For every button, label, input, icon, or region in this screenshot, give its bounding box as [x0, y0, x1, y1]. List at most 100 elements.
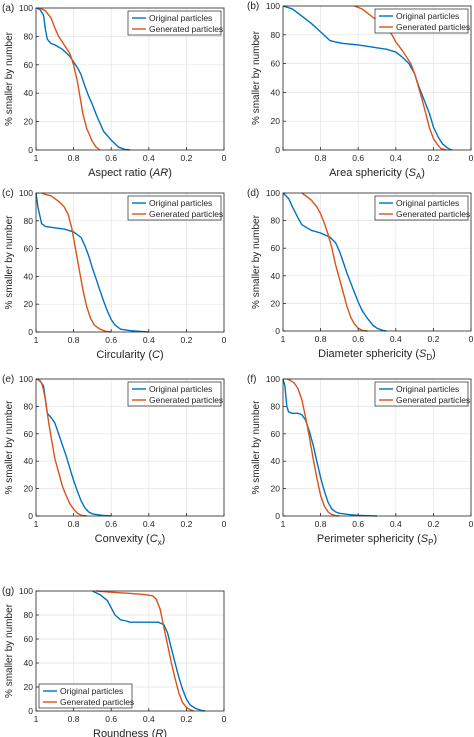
panel-g-x-tick-label: 0	[222, 714, 227, 724]
panel-g-y-tick-label: 40	[24, 658, 34, 668]
panel-d-series-generated-line	[301, 192, 368, 332]
panel-b-x-tick-label: 0.2	[427, 153, 439, 163]
panel-g-x-tick-label: 1	[34, 714, 39, 724]
panel-f-y-tick-label: 60	[271, 429, 281, 439]
panel-a-y-tick-label: 20	[24, 117, 34, 127]
panel-d-x-tick-label: 1	[281, 334, 286, 344]
panel-f-x-tick-label: 0.8	[315, 519, 327, 529]
panel-b-panel-letter: (b)	[247, 1, 259, 12]
panel-e-x-axis-label: Convexity (Cx)	[95, 533, 166, 547]
panel-c-axes-frame	[35, 192, 225, 333]
panel-g-axes-frame	[35, 590, 225, 712]
panel-f-legend-box	[374, 381, 469, 407]
panel-b-x-tick-label: 0.8	[315, 153, 327, 163]
panel-d-legend-box	[374, 195, 469, 221]
panel-g-legend-box	[38, 683, 133, 709]
panel-f-x-tick-label: 0	[469, 519, 474, 529]
panel-b-y-tick-label: 20	[271, 116, 281, 126]
panel-d-axes-frame	[282, 192, 472, 332]
panel-f-y-axis-label: % smaller by number	[251, 400, 262, 495]
panel-b-x-tick-label: 0.4	[390, 153, 402, 163]
panel-a-y-tick-label: 100	[19, 3, 33, 13]
panel-a-series-original-line	[35, 7, 131, 151]
panel-e-chart: 1 0.8 0.6 0.4 0.2 0 0 20 40 60 80 100 Convexity (Cx)…	[2, 374, 227, 547]
panel-a-x-tick-label: 1	[34, 153, 39, 163]
panel-b-x-tick-label: 0.6	[352, 153, 364, 163]
panel-d-legend-entry: Original particles	[396, 198, 459, 208]
panel-e-x-tick-label: 0.4	[143, 519, 155, 529]
panel-e-legend-box	[127, 381, 222, 407]
panel-f-y-tick-label: 100	[266, 374, 280, 384]
panel-e-legend-entry: Generated particles	[149, 395, 223, 405]
panel-c-x-tick-label: 0.8	[68, 335, 80, 345]
panel-c-panel-letter: (c)	[2, 188, 14, 199]
panel-c-x-tick-label: 0	[222, 335, 227, 345]
panel-f-panel-letter: (f)	[247, 374, 256, 385]
panel-c-series-original-line	[35, 192, 149, 333]
panel-c-y-tick-label: 20	[24, 299, 34, 309]
panel-a-y-tick-label: 0	[28, 145, 33, 155]
panel-e-y-axis-label: % smaller by number	[4, 400, 15, 495]
panel-b-series-generated-line	[354, 5, 447, 151]
panel-a-x-tick-label: 0.6	[105, 153, 117, 163]
panel-a-legend-entry: Original particles	[149, 13, 212, 23]
panel-b-series-original-line	[282, 5, 453, 151]
panel-g-y-tick-label: 20	[24, 682, 34, 692]
panel-b-x-tick-label: 0	[469, 153, 474, 163]
panel-a-chart: 1 0.8 0.6 0.4 0.2 0 0 20 40 60 80 100 Aspect ratio (…	[2, 3, 227, 179]
panel-d-y-tick-label: 0	[275, 326, 280, 336]
panel-c-y-tick-label: 100	[19, 188, 33, 198]
panel-e-legend-entry: Original particles	[149, 384, 212, 394]
panel-c-x-axis-label: Circularity (C)	[96, 349, 163, 361]
panel-e-x-tick-label: 0.2	[180, 519, 192, 529]
panel-c-series-generated-line	[41, 192, 112, 333]
panel-a-x-tick-label: 0.8	[68, 153, 80, 163]
panel-c-x-tick-label: 0.6	[105, 335, 117, 345]
panel-g-legend-entry: Generated particles	[60, 697, 134, 707]
panel-g-panel-letter: (g)	[2, 586, 14, 597]
panel-d-x-axis-label: Diameter sphericity (SD)	[318, 348, 436, 362]
panel-d-x-tick-label: 0.8	[315, 334, 327, 344]
panel-g-y-tick-label: 60	[24, 634, 34, 644]
panel-d-series-original-line	[282, 192, 387, 332]
panel-f-legend-entry: Generated particles	[396, 395, 470, 405]
panel-g-x-tick-label: 0.6	[105, 714, 117, 724]
panel-b-x-axis-label: Area sphericity (SA)	[329, 167, 425, 181]
panel-c-chart: 1 0.8 0.6 0.4 0.2 0 0 20 40 60 80 100 Circularity (C…	[2, 188, 227, 361]
panel-b-legend-box	[374, 8, 469, 34]
panel-e-y-tick-label: 20	[24, 484, 34, 494]
panel-b-legend-entry: Generated particles	[396, 22, 470, 32]
panel-a-panel-letter: (a)	[2, 3, 14, 14]
panel-g-legend-entry: Original particles	[60, 686, 123, 696]
panel-b-y-axis-label: % smaller by number	[251, 30, 262, 125]
panel-c-y-tick-label: 60	[24, 244, 34, 254]
panel-d-x-tick-label: 0.6	[352, 334, 364, 344]
panel-f-x-tick-label: 0.6	[352, 519, 364, 529]
panel-g-x-tick-label: 0.4	[143, 714, 155, 724]
panel-d-chart: 1 0.8 0.6 0.4 0.2 0 0 20 40 60 80 100 Diameter spher…	[247, 188, 474, 362]
panel-g-y-axis-label: % smaller by number	[4, 603, 15, 698]
panel-e-y-tick-label: 40	[24, 456, 34, 466]
panel-e-y-tick-label: 0	[28, 511, 33, 521]
panel-f-series-generated-line	[286, 378, 340, 517]
panel-f-y-tick-label: 40	[271, 456, 281, 466]
panel-a-y-axis-label: % smaller by number	[4, 31, 15, 126]
panel-d-y-tick-label: 100	[266, 188, 280, 198]
panel-c-y-tick-label: 0	[28, 327, 33, 337]
panel-a-y-tick-label: 80	[24, 31, 34, 41]
panel-c-x-tick-label: 0.2	[180, 335, 192, 345]
panel-d-y-tick-label: 20	[271, 298, 281, 308]
panel-e-series-generated-line	[37, 378, 87, 517]
panel-b-y-tick-label: 40	[271, 87, 281, 97]
panel-b-y-tick-label: 60	[271, 59, 281, 69]
panel-d-x-tick-label: 0.2	[427, 334, 439, 344]
panel-a-x-axis-label: Aspect ratio (AR)	[88, 167, 172, 179]
panel-f-legend-entry: Original particles	[396, 384, 459, 394]
panel-e-axes-frame	[35, 378, 225, 517]
panel-g-series-original-line	[92, 590, 206, 712]
panel-b-y-tick-label: 0	[275, 145, 280, 155]
